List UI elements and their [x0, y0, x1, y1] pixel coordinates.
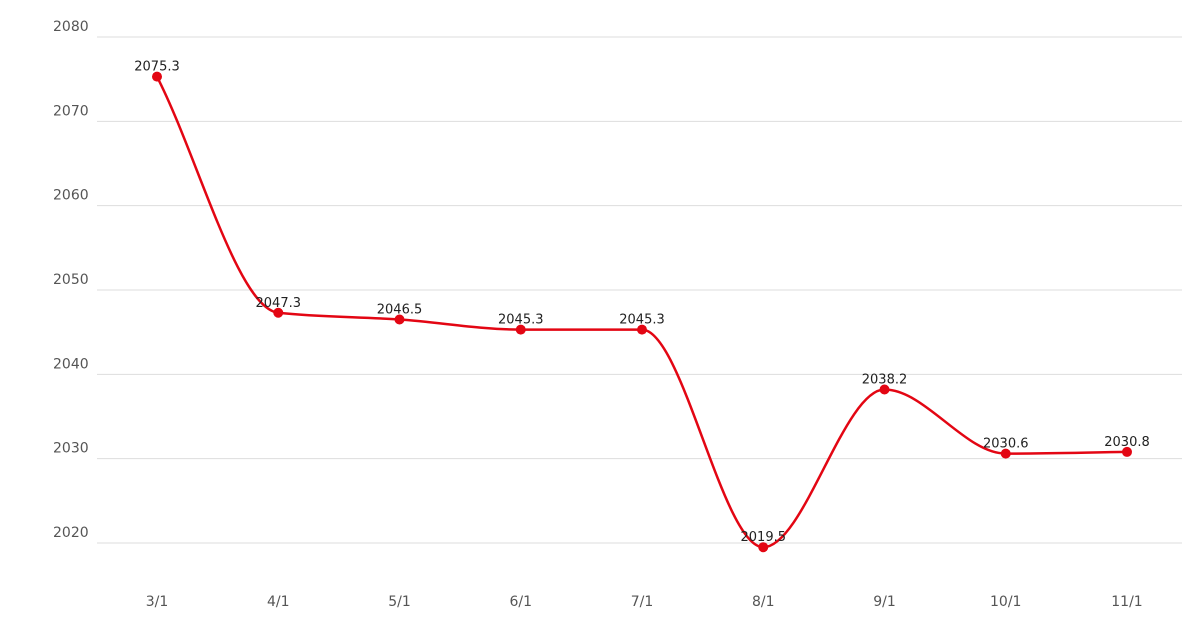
- data-point: [879, 384, 890, 395]
- data-label: 2045.3: [619, 313, 665, 328]
- data-label: 2075.3: [134, 60, 180, 75]
- y-tick-label: 2070: [53, 103, 89, 119]
- x-tick-label: 7/1: [631, 594, 654, 610]
- data-label: 2047.3: [256, 296, 302, 311]
- x-tick-label: 4/1: [267, 594, 290, 610]
- data-points: [152, 71, 1132, 553]
- x-tick-label: 8/1: [752, 594, 775, 610]
- data-point: [152, 71, 162, 82]
- x-tick-label: 10/1: [990, 594, 1021, 610]
- data-labels: 2075.3 2047.3 2046.5 2045.3 2045.3 2019.5 2038…: [134, 60, 1150, 546]
- x-axis-ticks: 3/1 4/1 5/1 6/1 7/1 8/1 9/1 10/1 11/1: [146, 594, 1143, 610]
- data-point: [394, 314, 405, 325]
- series-line: [155, 76, 1128, 549]
- x-tick-label: 6/1: [509, 594, 532, 610]
- data-point: [637, 324, 647, 335]
- data-label: 2030.8: [1104, 435, 1150, 450]
- grid-lines: [97, 36, 1182, 544]
- data-point: [1000, 448, 1011, 459]
- y-tick-label: 2080: [53, 19, 89, 35]
- y-tick-label: 2060: [53, 188, 89, 204]
- data-point: [1122, 446, 1132, 457]
- y-tick-label: 2040: [53, 356, 89, 372]
- data-point: [515, 324, 526, 335]
- data-label: 2045.3: [498, 313, 544, 328]
- data-point: [758, 542, 769, 553]
- y-tick-label: 2030: [53, 441, 89, 457]
- y-axis-ticks: 2080 2070 2060 2050 2040 2030 2020: [53, 19, 89, 541]
- y-tick-label: 2020: [53, 525, 89, 541]
- data-label: 2019.5: [741, 530, 787, 545]
- data-label: 2038.2: [862, 373, 908, 388]
- data-label: 2046.5: [377, 303, 423, 318]
- y-tick-label: 2050: [53, 272, 89, 288]
- data-label: 2030.6: [983, 437, 1029, 452]
- x-tick-label: 5/1: [388, 594, 411, 610]
- x-tick-label: 3/1: [146, 594, 169, 610]
- data-point: [273, 307, 284, 318]
- x-tick-label: 9/1: [873, 594, 896, 610]
- x-tick-label: 11/1: [1111, 594, 1142, 610]
